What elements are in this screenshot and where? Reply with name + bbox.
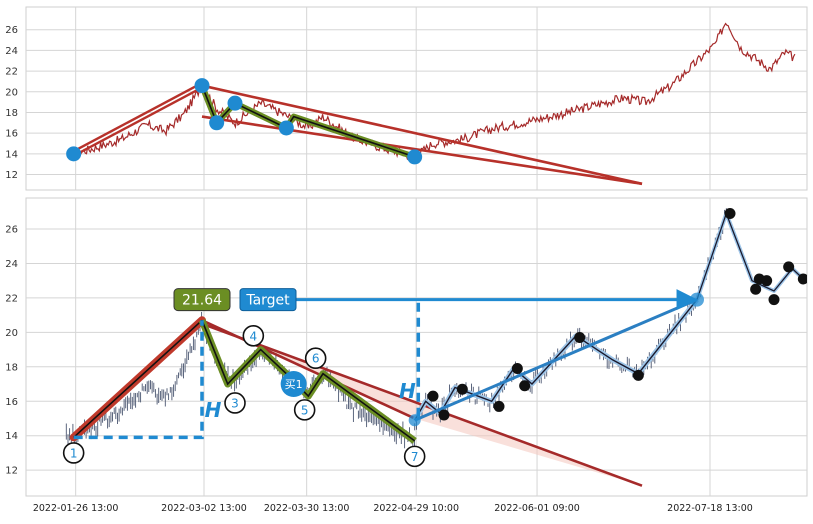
top-pivot-point xyxy=(278,120,294,136)
top-y-tick-label: 24 xyxy=(5,46,18,57)
top-trend-line xyxy=(201,84,643,186)
bottom-target-badge-text: Target xyxy=(245,293,290,309)
bottom-wave-circle xyxy=(224,392,246,414)
bottom-price-badge-text: 21.64 xyxy=(182,293,222,309)
bottom-wave-circle xyxy=(403,445,426,468)
bottom-black-marker xyxy=(511,363,523,375)
bottom-black-marker xyxy=(493,400,505,412)
top-price-line xyxy=(73,22,796,161)
bottom-x-tick-label: 2022-01-26 13:00 xyxy=(33,503,119,514)
bottom-x-tick-label: 2022-03-30 13:00 xyxy=(264,503,350,514)
bottom-x-tick-label: 2022-04-29 10:00 xyxy=(373,503,459,514)
bottom-wave-circle xyxy=(242,325,265,347)
bottom-breakout-point xyxy=(408,414,421,427)
bottom-black-marker xyxy=(750,283,762,295)
top-pivot-point xyxy=(194,78,210,94)
top-y-tick-label: 20 xyxy=(5,87,18,98)
top-y-tick-label: 18 xyxy=(5,108,18,119)
bottom-x-tick-label: 2022-06-01 09:00 xyxy=(494,503,580,514)
bottom-black-marker xyxy=(768,294,780,306)
bottom-price-badge xyxy=(173,288,231,312)
bottom-y-tick-label: 20 xyxy=(5,328,18,339)
bottom-wave-label: 7 xyxy=(411,450,419,464)
bottom-wave-label: 4 xyxy=(250,329,258,343)
top-pivot-point xyxy=(66,146,82,162)
bottom-height-dashed xyxy=(73,320,204,440)
top-pivot-point xyxy=(209,115,225,131)
bottom-target-badge xyxy=(239,288,297,312)
bottom-y-tick-label: 22 xyxy=(5,293,18,304)
top-pivot-point xyxy=(227,95,243,111)
bottom-y-tick-label: 18 xyxy=(5,362,18,373)
bottom-black-marker xyxy=(427,390,439,402)
bottom-black-marker xyxy=(783,261,795,273)
bottom-y-tick-label: 14 xyxy=(5,431,18,442)
bottom-height-mark: H xyxy=(399,379,416,403)
bottom-rise-line xyxy=(73,319,203,439)
top-pivot-point xyxy=(407,149,423,165)
bottom-x-tick-label: 2022-07-18 13:00 xyxy=(667,503,753,514)
top-plot-content xyxy=(66,22,796,186)
top-y-tick-label: 26 xyxy=(5,25,18,36)
bottom-y-tick-label: 16 xyxy=(5,397,18,408)
top-y-tick-label: 16 xyxy=(5,129,18,140)
bottom-y-tick-label: 12 xyxy=(5,466,18,477)
bottom-buy-marker xyxy=(280,371,307,398)
top-y-tick-label: 14 xyxy=(5,149,18,160)
bottom-wave-label: 3 xyxy=(231,396,239,410)
top-trend-line xyxy=(201,115,643,186)
bottom-post-line xyxy=(696,211,804,300)
bottom-black-marker xyxy=(438,409,450,421)
bottom-plot-content: 1 3 4 5 6 7 买1 21.64 Target H H xyxy=(62,208,807,487)
bottom-black-marker xyxy=(724,208,736,220)
bottom-black-marker xyxy=(456,383,468,395)
bottom-black-marker xyxy=(632,369,644,381)
top-y-tick-label: 12 xyxy=(5,170,18,181)
top-y-tick-label: 22 xyxy=(5,67,18,78)
bottom-wave-circle xyxy=(304,347,327,369)
bottom-y-tick-label: 26 xyxy=(5,225,18,236)
bottom-black-marker xyxy=(519,380,531,392)
bottom-black-marker xyxy=(761,275,773,287)
bottom-height-mark: H xyxy=(205,398,222,422)
bottom-wave-label: 6 xyxy=(312,352,320,366)
top-rise-line xyxy=(70,83,200,154)
bottom-wave-circle xyxy=(293,399,316,421)
bottom-wave-label: 5 xyxy=(301,403,309,417)
bottom-buy-label: 买1 xyxy=(285,378,303,391)
top-rise-line xyxy=(73,86,203,157)
bottom-target-point xyxy=(690,292,704,307)
bottom-breakout-trend xyxy=(414,298,698,422)
bottom-black-marker xyxy=(574,332,586,344)
bottom-x-tick-label: 2022-03-02 13:00 xyxy=(161,503,247,514)
bottom-black-marker xyxy=(797,273,807,285)
bottom-wave-circle xyxy=(62,442,85,464)
bottom-wave-label: 1 xyxy=(70,446,78,460)
top-panel: 12 14 16 18 20 22 24 26 xyxy=(5,6,808,191)
bottom-y-tick-label: 24 xyxy=(5,259,18,270)
